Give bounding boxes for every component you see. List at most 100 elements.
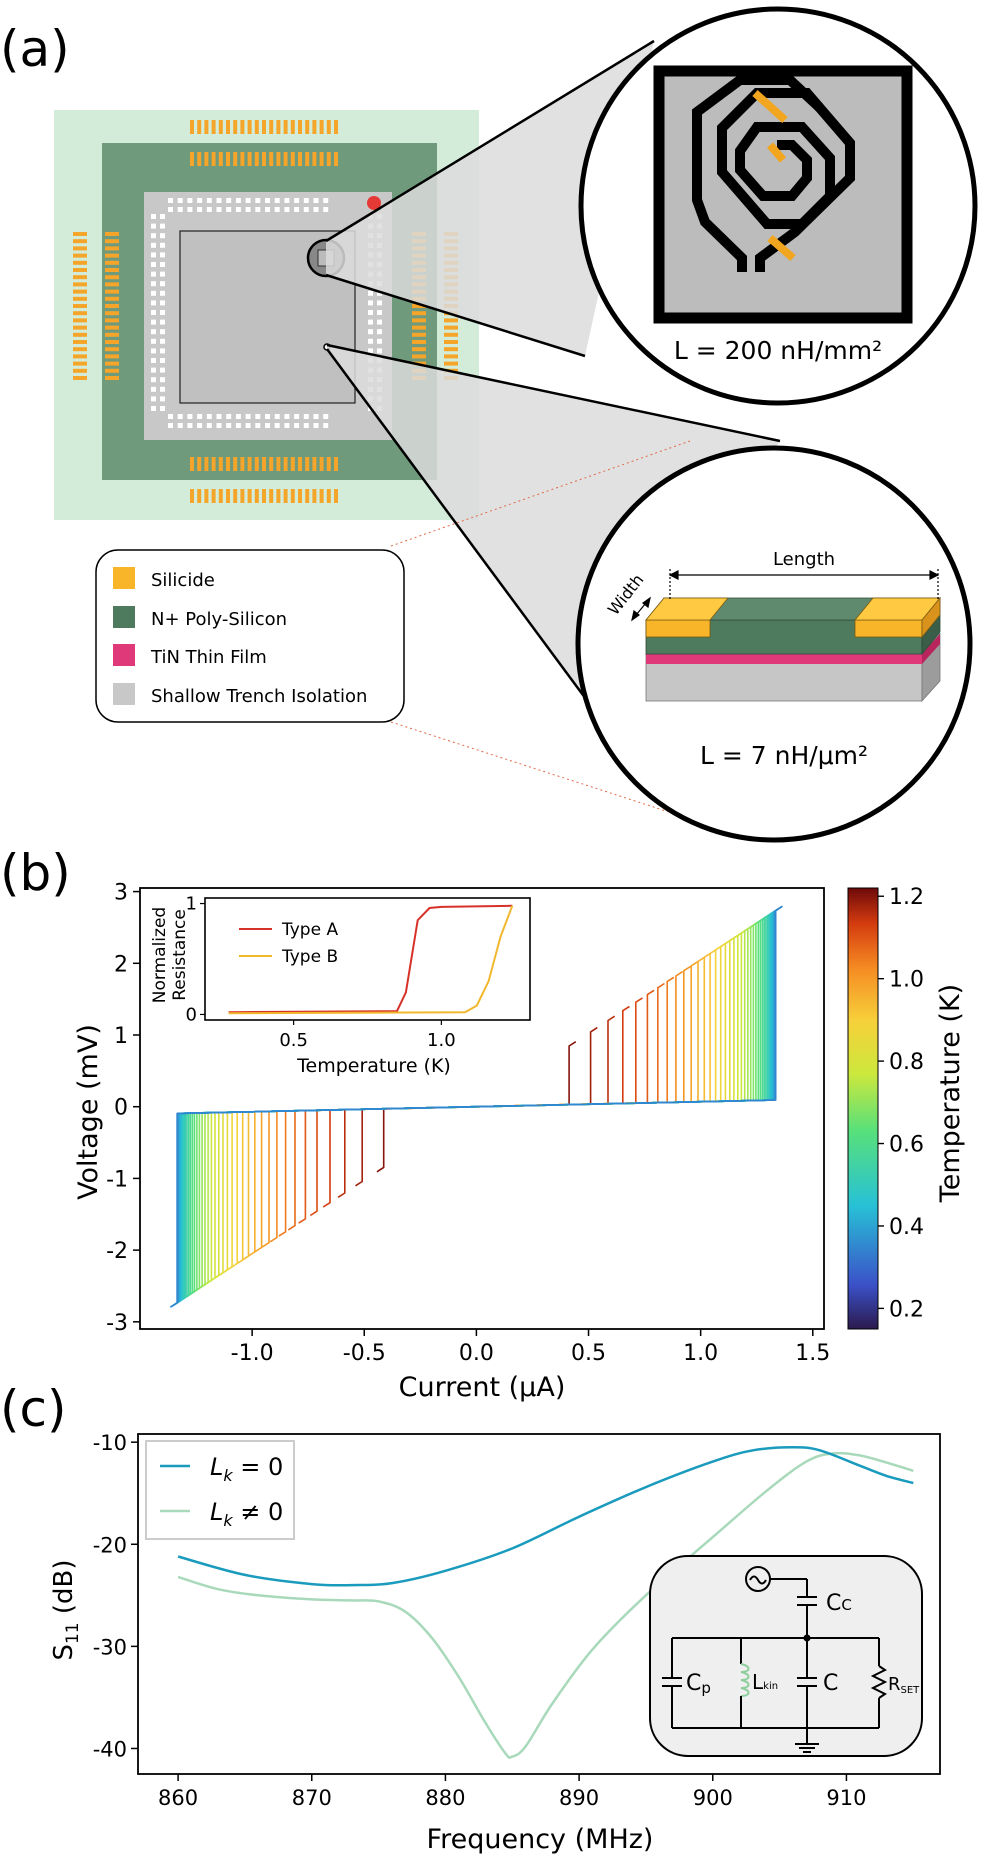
- iv-curve-35-neg: [173, 1099, 773, 1306]
- bond-pad: [151, 406, 156, 411]
- chip-pin: [105, 368, 119, 373]
- width-dimension: [631, 596, 651, 622]
- bond-pad: [235, 198, 241, 203]
- inset-legend-label-a: Type A: [281, 920, 338, 940]
- bond-pad: [303, 414, 309, 419]
- iv-curve-22-neg: [197, 1099, 748, 1290]
- chip-pin: [283, 457, 288, 471]
- chip-pin: [412, 318, 426, 323]
- bond-pad: [303, 198, 309, 203]
- chip-pin: [73, 304, 87, 308]
- circuit-diagram: [662, 1566, 888, 1753]
- bond-pad: [187, 414, 193, 419]
- chip-pin: [105, 376, 119, 380]
- chip-pin: [290, 120, 295, 134]
- chip-pin: [73, 232, 87, 236]
- bond-pad: [323, 207, 329, 212]
- bond-pad: [177, 207, 183, 212]
- bond-pad: [284, 414, 290, 419]
- s11-xtick-label: 880: [425, 1786, 465, 1810]
- bond-pad: [368, 310, 373, 315]
- s11-xtick-label: 890: [559, 1786, 599, 1810]
- bond-pad: [151, 377, 156, 383]
- bond-pad: [245, 414, 251, 419]
- bond-pad: [177, 414, 183, 419]
- bond-pad: [368, 300, 373, 306]
- bond-pad: [206, 414, 212, 419]
- bond-pad: [206, 198, 212, 203]
- chip-pin: [240, 489, 245, 503]
- bond-pad: [151, 233, 156, 239]
- chip-pin: [105, 268, 119, 272]
- bond-pad: [151, 348, 156, 354]
- chip-pin: [319, 457, 324, 471]
- chip-pin: [197, 152, 202, 166]
- chip-pin: [240, 457, 245, 471]
- chip-pin: [444, 347, 458, 352]
- bond-pad: [284, 207, 290, 212]
- bond-pad: [313, 207, 319, 212]
- bond-pad: [216, 207, 222, 212]
- chip-pin: [105, 246, 119, 251]
- chip-pin: [412, 311, 426, 316]
- inset-series-0: [228, 904, 513, 1014]
- colorbar-tick-label: 0.2: [889, 1297, 924, 1322]
- s11-legend-box: [145, 1440, 295, 1540]
- chip-pin: [233, 489, 238, 503]
- chip-pin: [412, 325, 426, 330]
- chip-pin: [444, 340, 458, 344]
- chip-pin: [290, 457, 295, 471]
- chip-pin: [73, 368, 87, 373]
- chip-pin: [105, 232, 119, 236]
- chip-pin: [105, 289, 119, 294]
- chip-pin: [247, 489, 252, 503]
- bond-pad: [226, 198, 232, 203]
- bond-pad: [160, 396, 165, 402]
- chip-pin: [319, 489, 324, 503]
- legend-label-silicide: Silicide: [151, 570, 215, 591]
- chip-pin: [73, 282, 87, 287]
- chip-pin: [326, 152, 331, 166]
- iv-ytick-label: 1: [114, 1024, 128, 1049]
- chip-pin: [305, 489, 310, 503]
- chip-pin: [233, 152, 238, 166]
- s11-legend-label-0: Lk = 0: [210, 1453, 283, 1485]
- bond-pad: [274, 414, 280, 419]
- chip-pin: [276, 120, 281, 134]
- iv-curve-10-neg: [254, 1101, 692, 1253]
- chip-pin: [218, 120, 223, 134]
- colorbar-tick-label: 0.8: [889, 1050, 924, 1075]
- chip-pin: [233, 457, 238, 471]
- chip-pin: [412, 304, 426, 308]
- chip-pin: [105, 304, 119, 308]
- iv-curve-8-neg: [269, 1101, 676, 1243]
- bond-pad: [255, 198, 261, 203]
- bond-pad: [235, 207, 241, 212]
- chip-pin: [211, 152, 216, 166]
- iv-curve-2-neg: [337, 1103, 609, 1198]
- bond-pad: [323, 198, 329, 203]
- chip-pin: [73, 289, 87, 294]
- bond-pad: [151, 281, 156, 287]
- bond-pad: [160, 348, 165, 354]
- bond-pad: [323, 414, 329, 419]
- iv-ytick-label: 3: [114, 881, 128, 906]
- panel-a-label: (a): [0, 20, 70, 78]
- inset-frame: [204, 897, 531, 1021]
- bond-pad: [160, 377, 165, 383]
- bond-pad: [160, 290, 165, 296]
- iv-curve-12-neg: [241, 1100, 705, 1262]
- bond-pad: [160, 358, 165, 363]
- s11-xtick-label: 900: [693, 1786, 733, 1810]
- spiral-caption: L = 200 nH/mm²: [674, 336, 882, 365]
- iv-curve-15-neg: [224, 1100, 721, 1272]
- bond-pad: [294, 198, 300, 203]
- iv-curve-27-neg: [185, 1099, 761, 1298]
- chip-pin: [190, 457, 194, 471]
- bond-pad: [377, 338, 382, 344]
- bond-pad: [313, 198, 319, 203]
- chip-pin: [218, 489, 223, 503]
- chip-pin: [283, 489, 288, 503]
- bond-pad: [265, 198, 270, 203]
- chip-pin: [204, 152, 209, 166]
